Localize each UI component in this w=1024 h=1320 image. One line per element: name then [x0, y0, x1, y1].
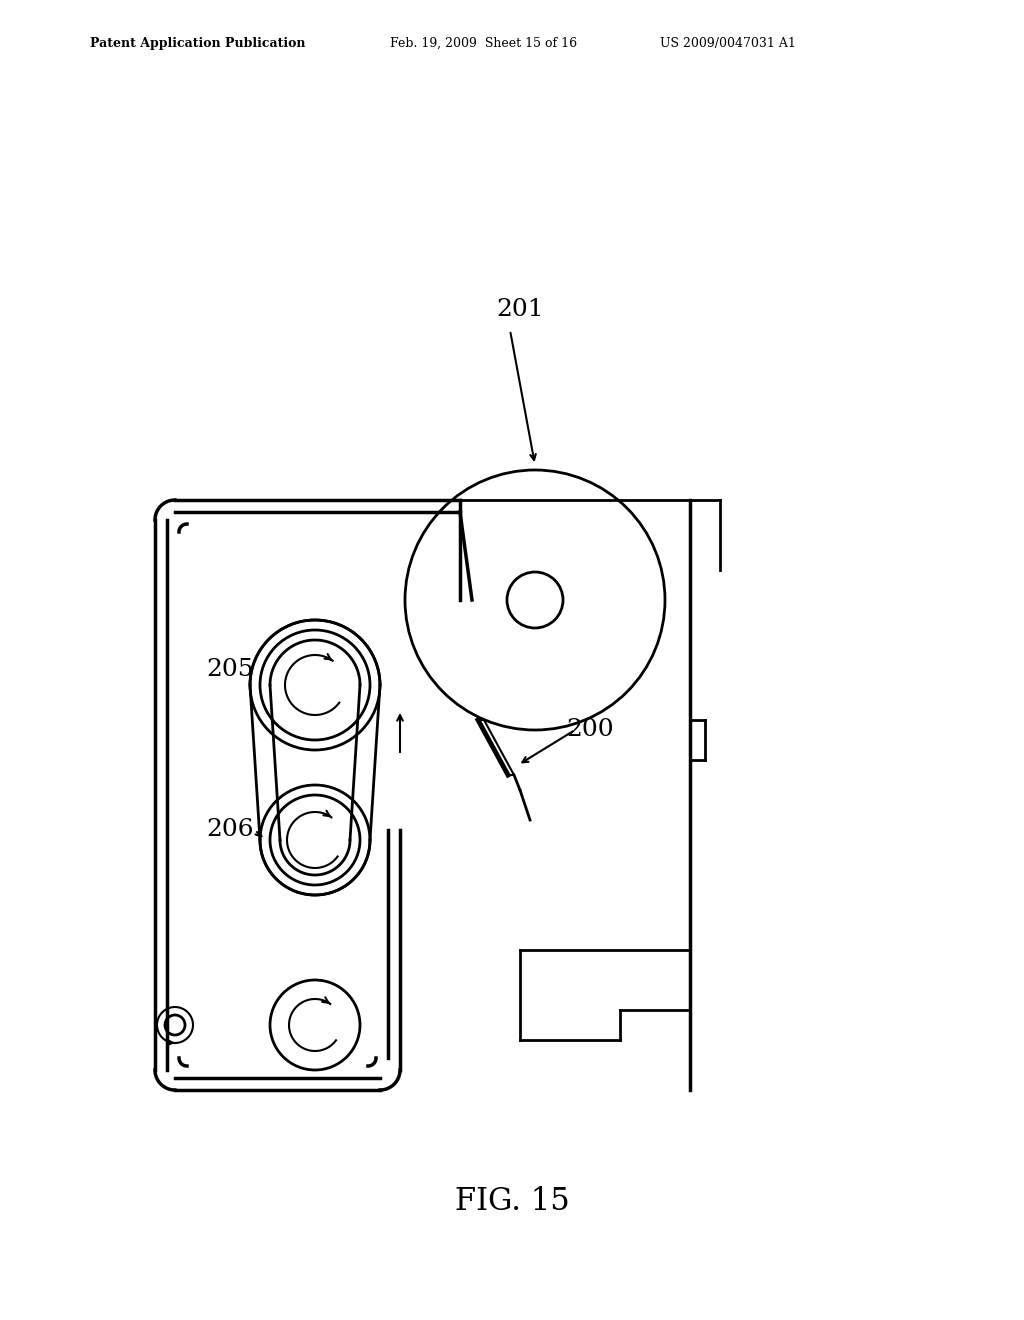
Text: FIG. 15: FIG. 15: [455, 1187, 569, 1217]
Text: 206: 206: [206, 818, 254, 842]
Text: Feb. 19, 2009  Sheet 15 of 16: Feb. 19, 2009 Sheet 15 of 16: [390, 37, 578, 50]
Text: Patent Application Publication: Patent Application Publication: [90, 37, 305, 50]
Text: 205: 205: [206, 659, 254, 681]
Text: 201: 201: [497, 298, 544, 322]
Text: 200: 200: [566, 718, 613, 742]
Text: US 2009/0047031 A1: US 2009/0047031 A1: [660, 37, 796, 50]
